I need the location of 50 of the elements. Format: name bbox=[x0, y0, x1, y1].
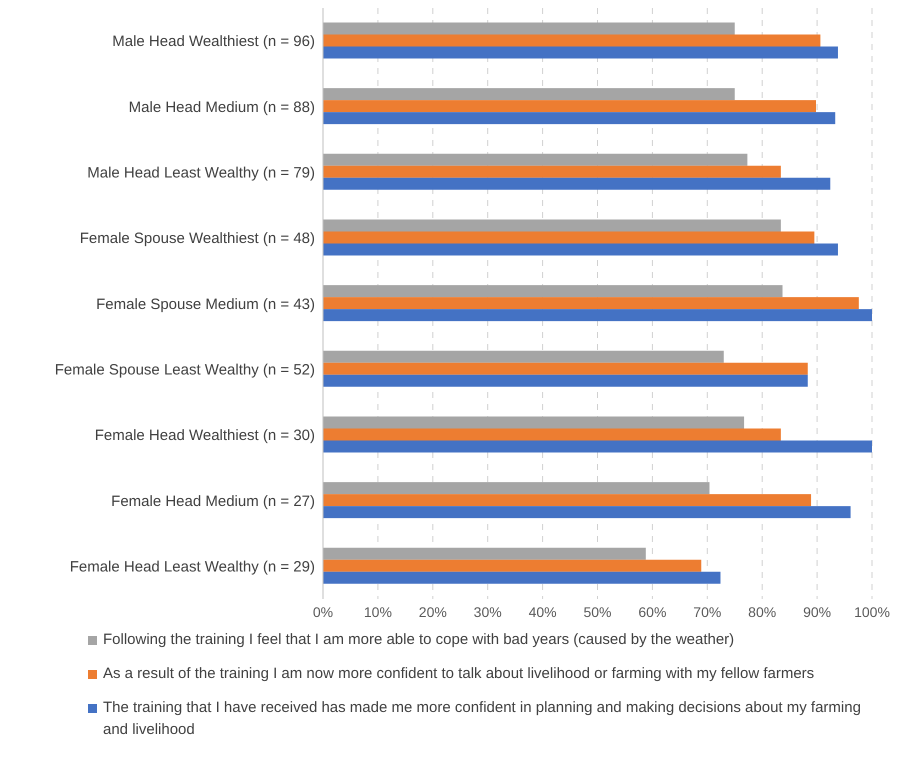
bar bbox=[323, 506, 851, 518]
x-tick-label: 90% bbox=[803, 604, 832, 620]
x-tick-label: 0% bbox=[312, 604, 334, 620]
legend-label: The training that I have received has made me more confident in planning and making decisions about my farming and livelihood bbox=[103, 698, 862, 740]
bar bbox=[323, 219, 781, 232]
x-tick-label: 100% bbox=[854, 604, 890, 620]
bar bbox=[323, 243, 838, 256]
bar bbox=[323, 416, 744, 428]
legend-label: Following the training I feel that I am more able to cope with bad years (caused by the weather) bbox=[103, 630, 734, 650]
y-tick-label: Male Head Medium (n = 88) bbox=[128, 98, 315, 116]
x-tick-label: 80% bbox=[748, 604, 776, 620]
bar bbox=[323, 100, 816, 112]
bar bbox=[323, 88, 735, 100]
y-tick-label: Female Head Wealthiest (n = 30) bbox=[94, 427, 315, 444]
bar bbox=[323, 112, 836, 124]
x-tick-label: 60% bbox=[638, 604, 666, 620]
bar bbox=[323, 560, 702, 572]
bar bbox=[323, 440, 872, 452]
bar bbox=[323, 572, 720, 584]
y-tick-label: Female Head Medium (n = 27) bbox=[111, 492, 315, 510]
y-tick-label: Female Spouse Wealthiest (n = 48) bbox=[80, 230, 315, 248]
bar bbox=[323, 34, 820, 46]
bar bbox=[323, 374, 808, 387]
x-tick-label: 30% bbox=[474, 604, 502, 620]
legend-label: As a result of the training I am now more confident to talk about livelihood or farming with my fellow farmers bbox=[103, 664, 814, 684]
y-tick-label: Male Head Wealthiest (n = 96) bbox=[112, 33, 315, 50]
bar bbox=[323, 285, 783, 298]
y-tick-label: Female Head Least Wealthy (n = 29) bbox=[70, 558, 315, 576]
bar bbox=[323, 154, 748, 166]
bar bbox=[323, 46, 838, 58]
x-tick-label: 20% bbox=[418, 604, 447, 620]
bar bbox=[323, 482, 710, 494]
bar bbox=[323, 428, 781, 440]
y-tick-label: Male Head Least Wealthy (n = 79) bbox=[87, 164, 315, 182]
y-tick-label: Female Spouse Least Wealthy (n = 52) bbox=[54, 361, 316, 378]
bar bbox=[323, 22, 735, 34]
x-tick-label: 70% bbox=[693, 604, 722, 620]
x-tick-label: 50% bbox=[583, 604, 612, 620]
bar bbox=[323, 309, 872, 322]
y-tick-label: Female Spouse Medium (n = 43) bbox=[96, 296, 315, 313]
bar bbox=[323, 494, 812, 506]
bar bbox=[323, 178, 830, 190]
x-tick-label: 10% bbox=[364, 604, 392, 620]
bar bbox=[323, 231, 814, 244]
bar bbox=[323, 166, 781, 178]
bar bbox=[323, 362, 808, 375]
bar bbox=[323, 297, 859, 310]
x-tick-label: 40% bbox=[528, 604, 557, 620]
bar bbox=[323, 548, 646, 560]
bar bbox=[323, 350, 724, 363]
